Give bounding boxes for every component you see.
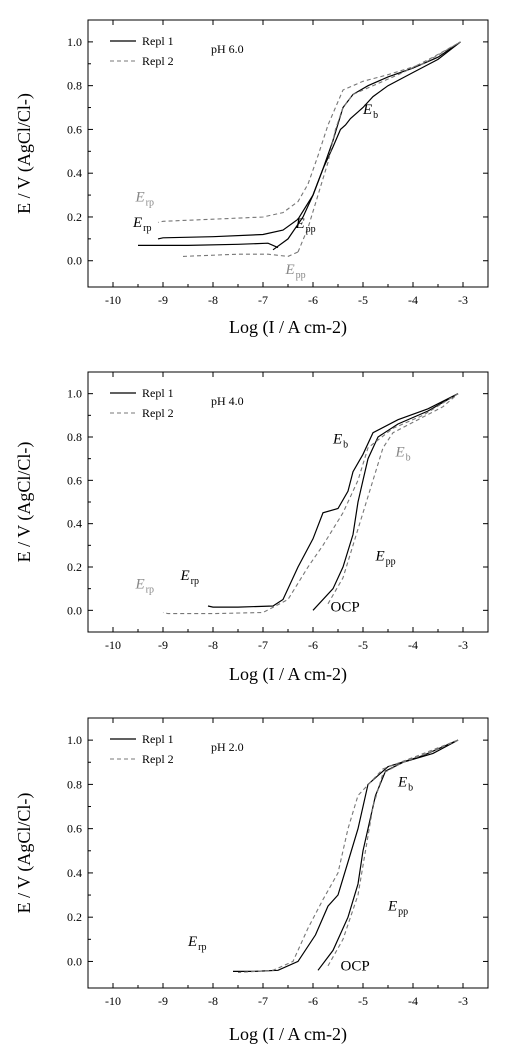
y-tick-label: 0.6 bbox=[67, 473, 82, 487]
y-tick-label: 1.0 bbox=[67, 35, 82, 49]
panel-label: pH 2.0 bbox=[211, 740, 244, 754]
y-axis-title: E / V (AgCl/Cl-) bbox=[14, 793, 35, 914]
annotation-label: Epp bbox=[387, 899, 408, 918]
x-axis-title: Log (I / A cm-2) bbox=[229, 664, 347, 685]
x-tick-label: -4 bbox=[408, 994, 418, 1008]
x-tick-label: -10 bbox=[105, 638, 121, 652]
annotation-label: Epp bbox=[285, 262, 306, 281]
x-tick-label: -5 bbox=[358, 638, 368, 652]
series-2-forward-curve bbox=[327, 739, 459, 967]
y-tick-label: 0.4 bbox=[67, 517, 82, 531]
y-tick-label: 0.8 bbox=[67, 430, 82, 444]
y-axis-title: E / V (AgCl/Cl-) bbox=[14, 442, 35, 563]
legend-label: Repl 1 bbox=[142, 732, 174, 746]
x-tick-label: -7 bbox=[258, 638, 268, 652]
series-2-reverse-curve bbox=[157, 41, 461, 223]
panel-1: -10 -9 -8 -7 -6 -5 -4 -3 0.0 0.2 0.4 0.6 0.8 1.0 Log (… bbox=[14, 19, 489, 338]
series-2-cathodic-curve bbox=[182, 251, 299, 257]
series-1-reverse-curve bbox=[157, 41, 461, 240]
x-tick-label: -10 bbox=[105, 293, 121, 307]
series-2-reverse-curve bbox=[237, 739, 459, 974]
y-tick-label: 0.2 bbox=[67, 910, 82, 924]
y-axis-title: E / V (AgCl/Cl-) bbox=[14, 93, 35, 214]
annotation-label: Eb bbox=[397, 775, 413, 794]
panel-label: pH 4.0 bbox=[211, 394, 244, 408]
x-tick-label: -9 bbox=[158, 638, 168, 652]
annotation-label: Erp bbox=[187, 934, 207, 953]
annotation-label: Erp bbox=[132, 215, 152, 234]
x-tick-label: -8 bbox=[208, 293, 218, 307]
x-tick-label: -4 bbox=[408, 638, 418, 652]
x-tick-label: -3 bbox=[458, 638, 468, 652]
x-tick-label: -8 bbox=[208, 638, 218, 652]
y-tick-label: 0.4 bbox=[67, 166, 82, 180]
legend-label: Repl 2 bbox=[142, 406, 174, 420]
annotation-label: OCP bbox=[331, 599, 360, 615]
y-tick-label: 0.0 bbox=[67, 954, 82, 968]
y-tick-label: 0.8 bbox=[67, 79, 82, 93]
annotation-label: OCP bbox=[341, 958, 370, 974]
x-tick-label: -6 bbox=[308, 994, 318, 1008]
x-axis-title: Log (I / A cm-2) bbox=[229, 1024, 347, 1045]
x-tick-label: -4 bbox=[408, 293, 418, 307]
x-axis-title: Log (I / A cm-2) bbox=[229, 317, 347, 338]
series-1-forward-curve bbox=[317, 739, 459, 971]
y-tick-label: 0.6 bbox=[67, 122, 82, 136]
annotation-label: Eb bbox=[362, 102, 378, 121]
panel-3: -10 -9 -8 -7 -6 -5 -4 -3 0.0 0.2 0.4 0.6 0.8 1.0 Log (… bbox=[14, 717, 489, 1045]
annotation-label: Erp bbox=[180, 568, 200, 587]
x-tick-label: -10 bbox=[105, 994, 121, 1008]
y-tick-label: 0.4 bbox=[67, 866, 82, 880]
legend-label: Repl 1 bbox=[142, 386, 174, 400]
y-tick-label: 0.0 bbox=[67, 254, 82, 268]
y-tick-label: 0.2 bbox=[67, 560, 82, 574]
series-1-forward-curve bbox=[272, 41, 461, 251]
series-1-cathodic-curve bbox=[138, 242, 279, 249]
x-tick-label: -3 bbox=[458, 994, 468, 1008]
series-1-forward-curve bbox=[312, 393, 459, 611]
annotation-label: Erp bbox=[135, 577, 155, 596]
panel-2: -10 -9 -8 -7 -6 -5 -4 -3 0.0 0.2 0.4 0.6 0.8 1.0 Log (… bbox=[14, 371, 489, 685]
legend-label: Repl 2 bbox=[142, 54, 174, 68]
annotation-label: Eb bbox=[395, 445, 411, 464]
x-tick-label: -7 bbox=[258, 293, 268, 307]
x-tick-label: -9 bbox=[158, 994, 168, 1008]
legend-label: Repl 2 bbox=[142, 752, 174, 766]
x-tick-label: -8 bbox=[208, 994, 218, 1008]
x-tick-label: -5 bbox=[358, 293, 368, 307]
y-tick-label: 1.0 bbox=[67, 387, 82, 401]
x-tick-label: -6 bbox=[308, 638, 318, 652]
annotation-label: Eb bbox=[332, 432, 348, 451]
annotation-label: Epp bbox=[295, 216, 316, 235]
series-1-reverse-curve bbox=[233, 739, 459, 973]
x-tick-label: -9 bbox=[158, 293, 168, 307]
y-tick-label: 0.2 bbox=[67, 210, 82, 224]
series-2-forward-curve bbox=[297, 41, 461, 253]
x-tick-label: -3 bbox=[458, 293, 468, 307]
annotation-label: Epp bbox=[375, 549, 396, 568]
annotation-label: Erp bbox=[135, 190, 155, 209]
panel-label: pH 6.0 bbox=[211, 42, 244, 56]
x-tick-label: -6 bbox=[308, 293, 318, 307]
series-1-reverse-curve bbox=[207, 393, 459, 608]
x-tick-label: -5 bbox=[358, 994, 368, 1008]
y-tick-label: 0.6 bbox=[67, 822, 82, 836]
y-tick-label: 0.0 bbox=[67, 603, 82, 617]
legend-label: Repl 1 bbox=[142, 34, 174, 48]
y-tick-label: 1.0 bbox=[67, 733, 82, 747]
series-2-forward-curve bbox=[327, 393, 459, 605]
x-tick-label: -7 bbox=[258, 994, 268, 1008]
series-2-reverse-curve bbox=[162, 393, 459, 615]
y-tick-label: 0.8 bbox=[67, 777, 82, 791]
